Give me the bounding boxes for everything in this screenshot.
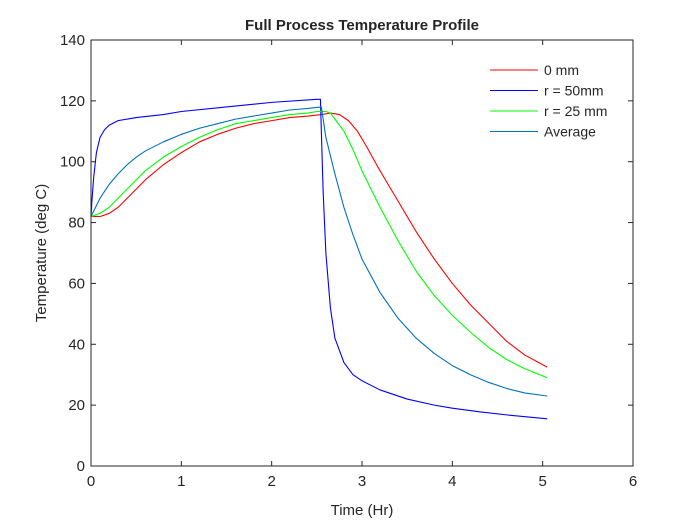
y-tick-label-5: 100 — [60, 154, 85, 171]
legend-label-2: r = 25 mm — [544, 103, 607, 119]
series-group — [90, 98, 548, 420]
y-tick-label-7: 140 — [60, 32, 85, 49]
series-line-0 — [91, 112, 548, 368]
x-tick-label-4: 4 — [448, 473, 456, 490]
y-tick-label-1: 20 — [68, 397, 85, 414]
legend-label-0: 0 mm — [544, 62, 579, 78]
x-tick-label-1: 1 — [177, 473, 185, 490]
legend-label-3: Average — [544, 124, 596, 140]
x-tick-label-2: 2 — [267, 473, 275, 490]
x-axis-label: Time (Hr) — [331, 502, 394, 519]
y-axis-label: Temperature (deg C) — [33, 184, 50, 322]
y-tick-label-0: 0 — [77, 458, 85, 475]
y-tick-label-3: 60 — [68, 275, 85, 292]
legend-label-1: r = 50mm — [544, 83, 604, 99]
series-line-3 — [90, 106, 548, 397]
series-line-2 — [90, 110, 548, 379]
series-line-1 — [90, 98, 548, 420]
x-tick-label-5: 5 — [538, 473, 546, 490]
y-tick-label-6: 120 — [60, 93, 85, 110]
chart-title: Full Process Temperature Profile — [245, 17, 479, 34]
y-tick-label-2: 40 — [68, 336, 85, 353]
y-tick-label-4: 80 — [68, 215, 85, 232]
x-tick-label-0: 0 — [87, 473, 95, 490]
x-tick-label-3: 3 — [358, 473, 366, 490]
legend: 0 mm r = 50mm r = 25 mm Average — [490, 62, 607, 140]
x-tick-label-6: 6 — [629, 473, 637, 490]
